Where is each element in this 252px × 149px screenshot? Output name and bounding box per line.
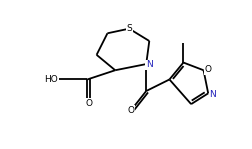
Text: O: O: [85, 99, 92, 108]
Text: N: N: [209, 90, 216, 99]
Text: O: O: [127, 106, 134, 115]
Text: S: S: [126, 24, 132, 33]
Text: N: N: [146, 60, 153, 69]
Text: HO: HO: [44, 75, 58, 84]
Text: O: O: [205, 65, 212, 74]
